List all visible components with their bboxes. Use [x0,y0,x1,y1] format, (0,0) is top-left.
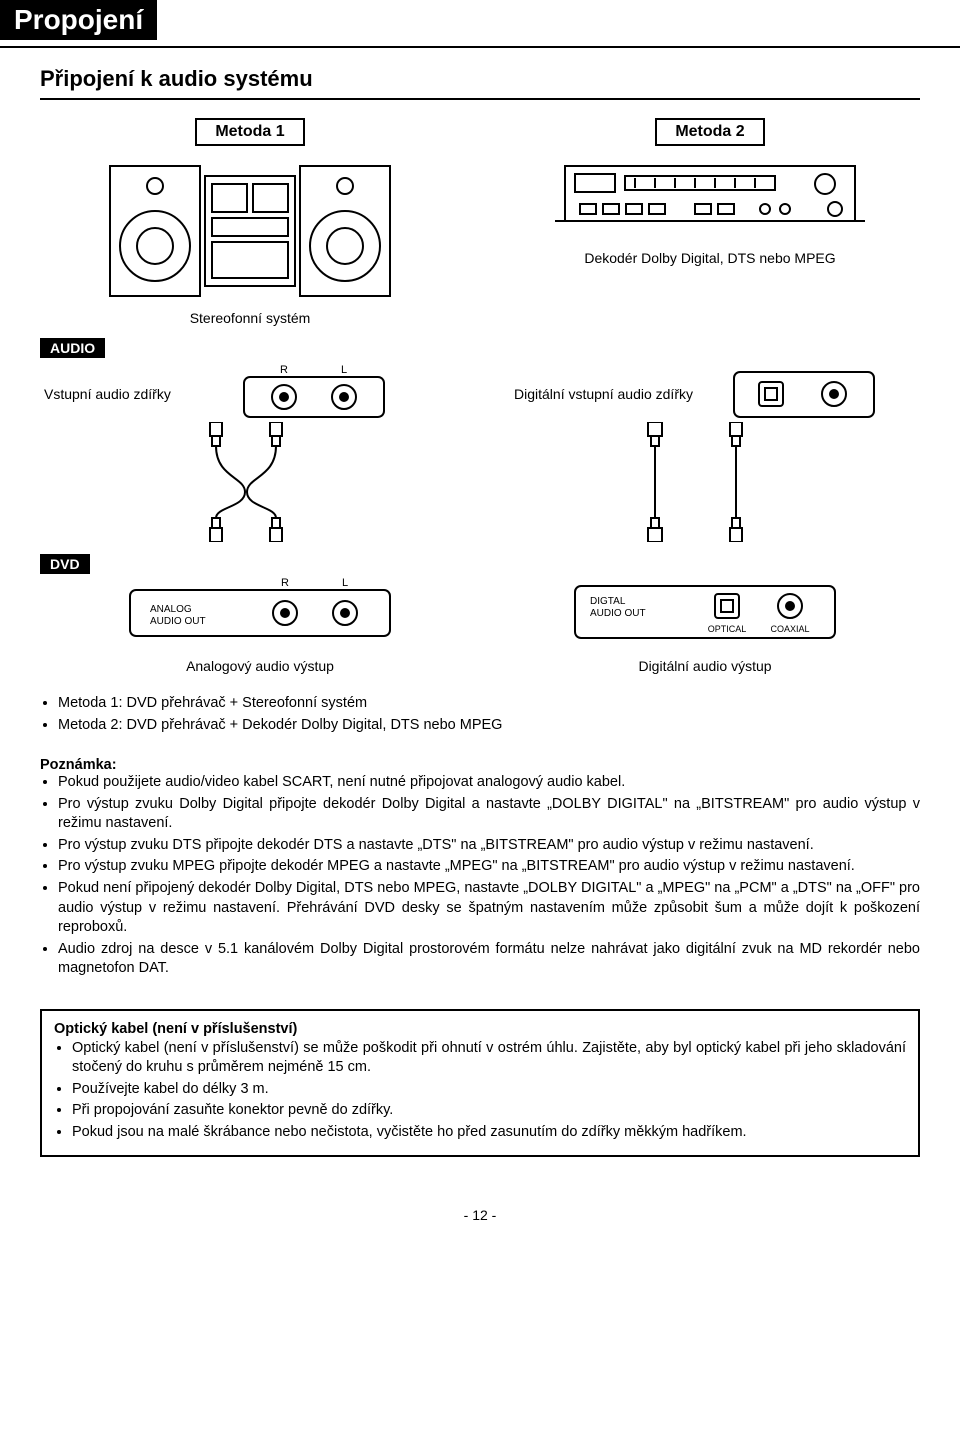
svg-text:L: L [342,578,348,589]
optical-label: OPTICAL [708,624,747,634]
r-label: R [280,364,288,376]
page-number: - 12 - [0,1207,960,1223]
digital-output-icon: DIGTAL AUDIO OUT OPTICAL COAXIAL [555,578,855,648]
note-label: Poznámka: [0,747,960,773]
stereo-system-icon [100,156,400,306]
dvd-chip: DVD [40,554,90,574]
list-item: Audio zdroj na desce v 5.1 kanálovém Dol… [58,940,920,979]
digital-cable-icon [600,422,810,542]
note-bullet-list: Pokud použijete audio/video kabel SCART,… [0,773,960,991]
section-title: Připojení k audio systému [0,48,960,98]
svg-text:AUDIO OUT: AUDIO OUT [590,608,646,619]
method-2-label: Metoda 2 [655,118,764,146]
list-item: Pro výstup zvuku Dolby Digital připojte … [58,795,920,834]
digital-input-block: Digitální vstupní audio zdířky [510,362,900,422]
list-item: Při propojování zasuňte konektor pevně d… [72,1101,906,1121]
list-item: Metoda 1: DVD přehrávač + Stereofonní sy… [58,694,920,714]
method-2-column: Metoda 2 [500,118,920,326]
section-underline [40,98,920,100]
analog-out-text-1: ANALOG [150,604,192,615]
analog-cable-icon [155,422,365,542]
analog-output-icon: ANALOG AUDIO OUT R L [110,578,410,648]
receiver-icon [545,156,875,246]
method-bullet-list: Metoda 1: DVD přehrávač + Stereofonní sy… [0,674,960,747]
svg-text:DIGTAL: DIGTAL [590,596,626,607]
digital-input-jacks-label: Digitální vstupní audio zdířky [514,386,714,402]
boxed-title: Optický kabel (není v příslušenství) [54,1021,906,1037]
rca-input-icon: R L [224,362,404,422]
list-item: Pokud není připojený dekodér Dolby Digit… [58,879,920,938]
list-item: Metoda 2: DVD přehrávač + Dekodér Dolby … [58,716,920,736]
digital-out-caption: Digitální audio výstup [510,658,900,674]
list-item: Pro výstup zvuku DTS připojte dekodér DT… [58,836,920,856]
decoder-caption: Dekodér Dolby Digital, DTS nebo MPEG [584,250,835,266]
boxed-list: Optický kabel (není v příslušenství) se … [54,1039,906,1143]
audio-chip: AUDIO [40,338,105,358]
list-item: Pro výstup zvuku MPEG připojte dekodér M… [58,857,920,877]
svg-text:R: R [281,578,289,589]
list-item: Používejte kabel do délky 3 m. [72,1080,906,1100]
analog-out-caption: Analogový audio výstup [40,658,480,674]
method-1-column: Metoda 1 [40,118,460,326]
list-item: Pokud jsou na malé škrábance nebo nečist… [72,1123,906,1143]
analog-input-block: Vstupní audio zdířky R L [40,362,480,422]
input-jacks-label: Vstupní audio zdířky [44,386,214,402]
list-item: Optický kabel (není v příslušenství) se … [72,1039,906,1078]
optical-cable-box: Optický kabel (není v příslušenství) Opt… [40,1009,920,1157]
stereo-caption: Stereofonní systém [190,310,311,326]
coaxial-label: COAXIAL [770,624,809,634]
method-1-label: Metoda 1 [195,118,304,146]
digital-input-icon [724,362,884,422]
page-title: Propojení [0,0,157,40]
page-header: Propojení [0,0,960,48]
analog-out-text-2: AUDIO OUT [150,616,206,627]
l-label: L [341,364,347,376]
diagram-area: Metoda 1 [0,118,960,674]
list-item: Pokud použijete audio/video kabel SCART,… [58,773,920,793]
